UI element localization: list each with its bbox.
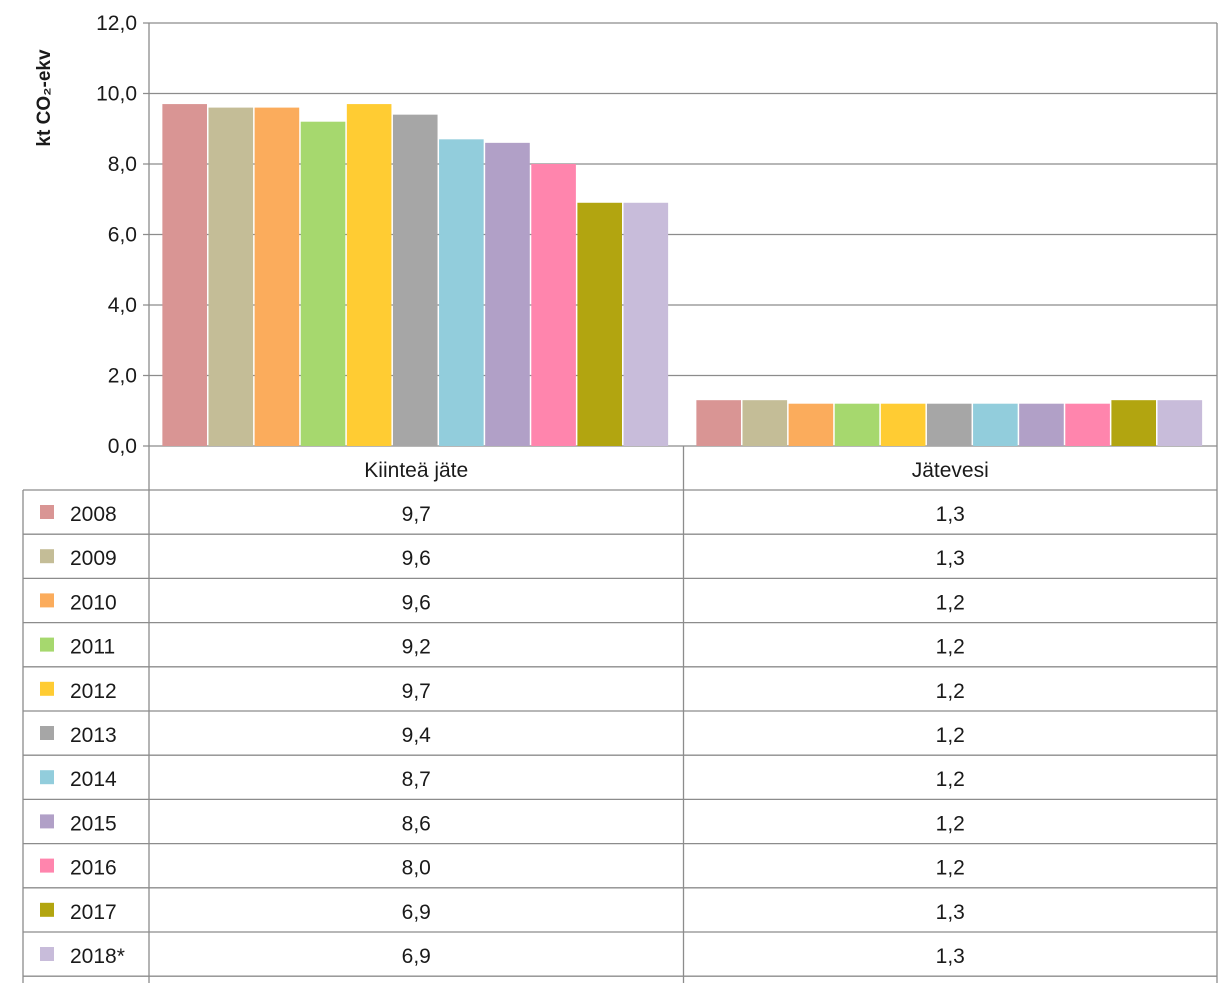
- legend-swatch: [40, 947, 54, 961]
- bar: [392, 114, 438, 447]
- y-axis-ticks: 0,0 2,0 4,0 6,0 8,0 10,0 12,0: [96, 12, 137, 458]
- bar: [577, 202, 623, 446]
- data-label: 6,9: [402, 945, 431, 968]
- legend-swatch: [40, 505, 54, 519]
- legend-swatch: [40, 814, 54, 829]
- bar: [254, 107, 300, 446]
- data-label: 1,3: [936, 547, 965, 570]
- data-label: 9,4: [402, 724, 432, 747]
- legend-label: 2017: [70, 901, 117, 924]
- y-tick-label: 0,0: [108, 435, 137, 458]
- legend-swatch: [40, 681, 54, 696]
- legend-label: 2015: [70, 812, 117, 835]
- bar: [1157, 400, 1203, 446]
- bar: [300, 121, 346, 446]
- data-label: 9,7: [402, 503, 431, 526]
- data-label: 1,2: [936, 768, 965, 791]
- legend-swatch: [40, 902, 54, 917]
- data-label: 1,3: [936, 901, 965, 924]
- legend-swatch: [40, 593, 54, 608]
- legend-label: 2011: [70, 636, 115, 659]
- data-label: 6,9: [402, 901, 431, 924]
- y-tick-label: 8,0: [108, 153, 137, 176]
- data-label: 8,0: [402, 857, 431, 880]
- bar: [880, 403, 926, 446]
- category-label: Kiinteä jäte: [364, 459, 468, 482]
- bar: [973, 403, 1018, 446]
- y-axis-label: kt CO₂-ekv: [34, 49, 55, 147]
- data-label: 1,2: [936, 812, 965, 835]
- data-label: 1,3: [936, 503, 965, 526]
- data-label: 1,2: [936, 591, 965, 614]
- bar: [1019, 403, 1064, 446]
- data-label: 9,6: [402, 547, 431, 570]
- bar: [346, 104, 392, 446]
- y-tick-label: 12,0: [96, 12, 137, 35]
- bar: [208, 107, 254, 446]
- data-label: 1,2: [936, 680, 965, 703]
- legend-swatch: [40, 726, 54, 740]
- legend-label: 2014: [70, 768, 117, 791]
- data-label: 1,2: [936, 636, 965, 659]
- y-tick-label: 10,0: [96, 83, 137, 106]
- bar: [162, 104, 207, 446]
- data-label: 9,6: [402, 591, 431, 614]
- legend-label: 2008: [70, 503, 117, 526]
- bar: [926, 403, 972, 446]
- legend-swatch: [40, 858, 54, 873]
- data-label: 1,2: [936, 724, 965, 747]
- legend-label: 2018*: [70, 945, 125, 968]
- bar: [834, 403, 880, 446]
- data-table: Kiinteä jäte Jätevesi 2008 9,7 1,3 2009 9,6 1,3…: [22, 23, 1218, 983]
- bar: [623, 202, 669, 446]
- data-label: 8,6: [402, 812, 431, 835]
- data-label: 1,3: [936, 945, 965, 968]
- legend-label: 2016: [70, 857, 117, 880]
- bar: [1111, 400, 1157, 446]
- legend-label: 2009: [70, 547, 117, 570]
- bar: [439, 139, 484, 446]
- bar: [696, 400, 741, 446]
- bar-group: [162, 104, 1203, 447]
- category-label: Jätevesi: [912, 459, 989, 482]
- y-tick-label: 2,0: [108, 365, 137, 388]
- data-label: 1,2: [936, 857, 965, 880]
- bar: [1065, 403, 1110, 446]
- legend-label: 2010: [70, 591, 117, 614]
- legend-swatch: [40, 549, 54, 564]
- bar: [742, 400, 788, 446]
- bar: [485, 142, 530, 446]
- legend-swatch: [40, 770, 54, 785]
- y-tick-label: 4,0: [108, 294, 137, 317]
- legend-label: 2012: [70, 680, 117, 703]
- bar: [788, 403, 834, 446]
- legend-swatch: [40, 637, 54, 652]
- data-label: 9,2: [402, 636, 431, 659]
- data-label: 9,7: [402, 680, 431, 703]
- legend-label: 2013: [70, 724, 117, 747]
- bar: [531, 164, 576, 446]
- data-label: 8,7: [402, 768, 431, 791]
- y-tick-label: 6,0: [108, 224, 137, 247]
